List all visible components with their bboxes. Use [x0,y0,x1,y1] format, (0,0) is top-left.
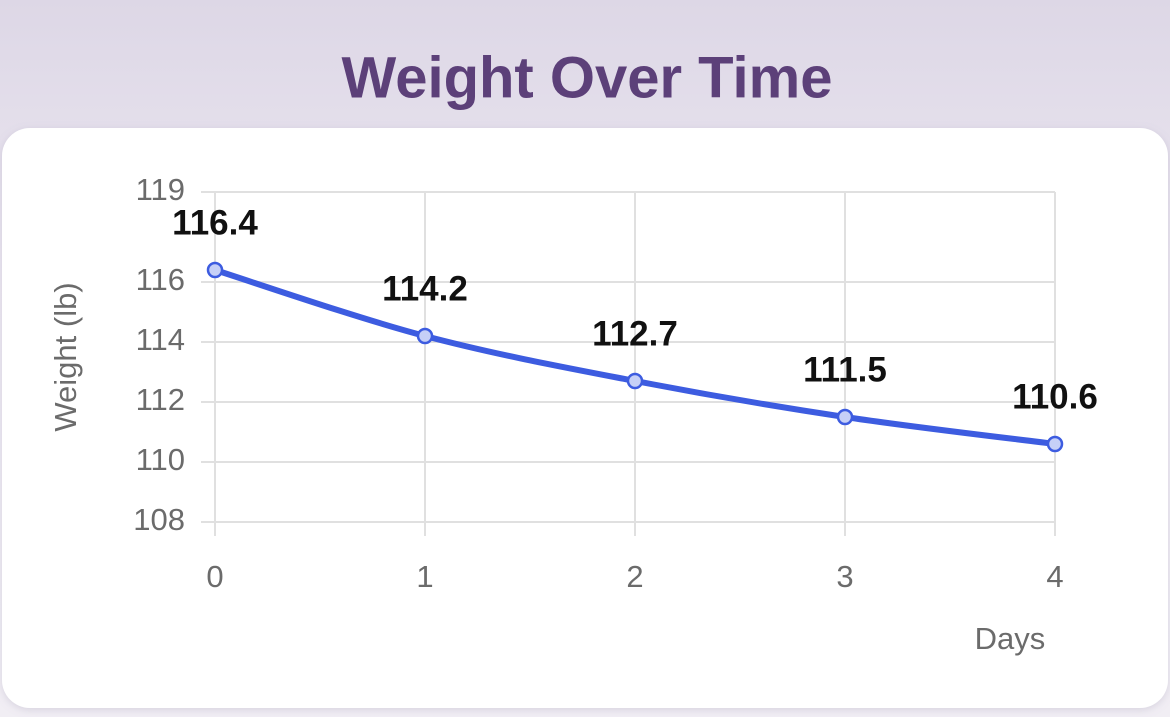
point [206,261,224,279]
data-label: 116.4 [172,203,258,242]
x-tick-label: 3 [836,559,853,594]
y-tick-label: 112 [136,382,185,417]
y-tick-label: 116 [136,262,185,297]
x-tick-label: 0 [206,559,223,594]
x-tick-label: 4 [1046,559,1063,594]
data-label: 114.2 [382,269,468,308]
x-tick-label: 2 [626,559,643,594]
y-tick-label: 110 [136,442,185,477]
point [836,408,854,426]
point [416,327,434,345]
data-label: 110.6 [1012,377,1098,416]
chart-title: Weight Over Time [342,45,833,110]
card [2,128,1168,708]
y-tick-label: 114 [136,322,185,357]
y-axis-label: Weight (lb) [48,282,83,431]
point [626,372,644,390]
x-tick-label: 1 [416,559,433,594]
y-tick-label: 119 [136,172,185,207]
data-label: 112.7 [592,314,678,353]
y-tick-label: 108 [133,502,185,537]
data-label: 111.5 [803,350,887,389]
point [1046,435,1064,453]
x-axis-label: Days [975,621,1046,656]
